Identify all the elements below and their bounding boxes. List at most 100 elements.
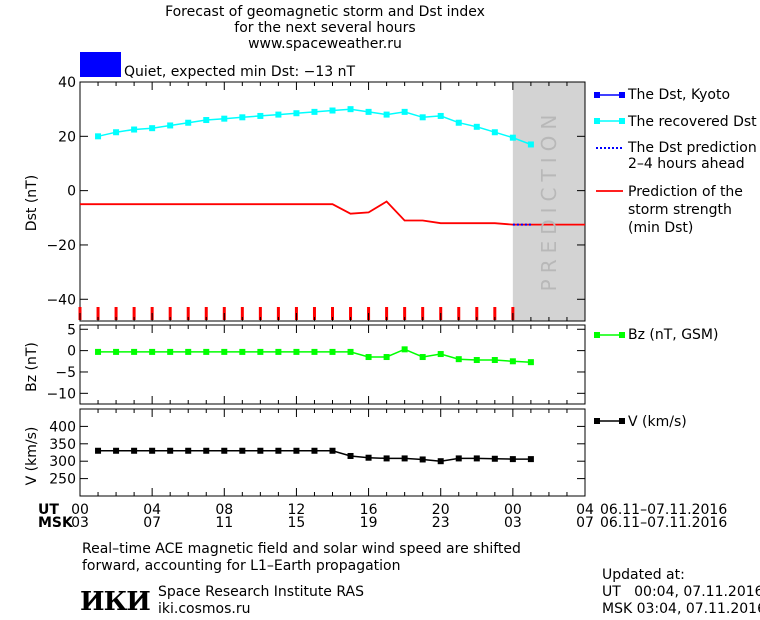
prediction-label: PREDICTION: [537, 109, 561, 292]
v-point: [113, 447, 120, 454]
v-point: [383, 455, 390, 462]
recovered-dst-point: [149, 125, 156, 132]
v-point: [491, 455, 498, 462]
v-point: [185, 447, 192, 454]
y-tick-label: 40: [58, 75, 76, 91]
v-point: [293, 447, 300, 454]
y-tick-label: 250: [49, 472, 76, 488]
v-point: [437, 458, 444, 465]
bz-point: [167, 348, 174, 355]
y-tick-label: −20: [46, 238, 76, 254]
y-tick-label: 0: [67, 184, 76, 200]
bz-point: [329, 348, 336, 355]
panel-frame-0: [79, 81, 586, 322]
chart-title-line1: Forecast of geomagnetic storm and Dst in…: [165, 4, 485, 20]
v-point: [203, 447, 210, 454]
status-swatch: [80, 52, 121, 77]
recovered-dst-point: [275, 111, 282, 118]
msk-tick-label: 19: [360, 515, 378, 531]
legend-dst-kyoto-marker: [619, 92, 625, 98]
bz-point: [257, 348, 264, 355]
bz-point: [95, 348, 102, 355]
y-tick-label: 300: [49, 454, 76, 470]
legend-dst-kyoto: The Dst, Kyoto: [627, 87, 730, 103]
v-point: [455, 455, 462, 462]
ut-date-range: 06.11–07.11.2016: [600, 502, 727, 518]
ut-tick-label: 16: [360, 502, 378, 518]
v-point: [167, 447, 174, 454]
website-link[interactable]: www.spaceweather.ru: [248, 36, 402, 52]
institute-name: Space Research Institute RAS: [158, 584, 364, 600]
recovered-dst-point: [419, 114, 426, 121]
recovered-dst-point: [473, 123, 480, 130]
msk-tick-label: 07: [576, 515, 594, 531]
bz-point: [509, 358, 516, 365]
bz-point: [293, 348, 300, 355]
y-tick-label: 20: [58, 129, 76, 145]
bz-point: [131, 348, 138, 355]
recovered-dst-point: [527, 141, 534, 148]
msk-date-range: 06.11–07.11.2016: [600, 515, 727, 531]
ut-tick-label: 12: [288, 502, 306, 518]
institute-url[interactable]: iki.cosmos.ru: [158, 601, 251, 617]
recovered-dst-point: [239, 114, 246, 121]
bz-point: [347, 348, 354, 355]
bz-point: [113, 348, 120, 355]
ut-tick-label: 20: [432, 502, 450, 518]
v-point: [509, 456, 516, 463]
y-tick-label: 0: [67, 344, 76, 360]
recovered-dst-point: [401, 108, 408, 115]
bz-point: [437, 351, 444, 358]
y-tick-label: 350: [49, 437, 76, 453]
legend-bz: Bz (nT, GSM): [628, 327, 718, 343]
legend-storm-3: (min Dst): [628, 220, 693, 236]
recovered-dst-point: [311, 108, 318, 115]
recovered-dst-point: [221, 115, 228, 122]
prediction-region: [512, 82, 585, 321]
recovered-dst-point: [257, 112, 264, 119]
recovered-dst-point: [293, 110, 300, 117]
bz-point: [149, 348, 156, 355]
v-axis-label: V (km/s): [24, 427, 40, 486]
dst-axis-label: Dst (nT): [24, 175, 40, 231]
bz-point: [185, 348, 192, 355]
v-point: [131, 447, 138, 454]
ut-tick-label: 04: [143, 502, 161, 518]
recovered-dst-point: [329, 107, 336, 114]
bz-point: [239, 348, 246, 355]
footer-note-line1: Real–time ACE magnetic field and solar w…: [82, 541, 521, 557]
bz-point: [419, 354, 426, 361]
ut-tick-label: 04: [576, 502, 594, 518]
ut-label: UT: [38, 502, 59, 518]
legend-storm-2: storm strength: [628, 202, 732, 218]
v-point: [257, 447, 264, 454]
status-text: Quiet, expected min Dst: −13 nT: [124, 64, 356, 80]
v-point: [311, 447, 318, 454]
bz-point: [527, 359, 534, 366]
v-point: [221, 447, 228, 454]
iki-logo: ИКИ: [80, 587, 151, 617]
bz-axis-label: Bz (nT): [24, 342, 40, 392]
legend-v-marker: [619, 418, 625, 424]
msk-tick-label: 03: [504, 515, 522, 531]
legend-recovered-dst-marker: [619, 118, 625, 124]
legend-v-marker: [594, 418, 600, 424]
v-point: [473, 455, 480, 462]
ut-tick-label: 08: [215, 502, 233, 518]
recovered-dst-point: [509, 134, 516, 141]
ut-tick-label: 00: [504, 502, 522, 518]
y-tick-label: −40: [46, 292, 76, 308]
updated-ut: UT 00:04, 07.11.2016: [602, 584, 760, 600]
bz-point: [455, 356, 462, 363]
legend-dst-prediction-1: The Dst prediction: [627, 140, 757, 156]
storm-strength-line: [80, 200, 585, 226]
bz-point: [311, 348, 318, 355]
legend-v: V (km/s): [628, 414, 687, 430]
msk-tick-label: 03: [71, 515, 89, 531]
msk-tick-label: 11: [215, 515, 233, 531]
ut-tick-label: 00: [71, 502, 89, 518]
v-point: [527, 456, 534, 463]
updated-msk: MSK 03:04, 07.11.2016: [602, 601, 760, 617]
bz-point: [365, 354, 372, 361]
bz-point: [275, 348, 282, 355]
